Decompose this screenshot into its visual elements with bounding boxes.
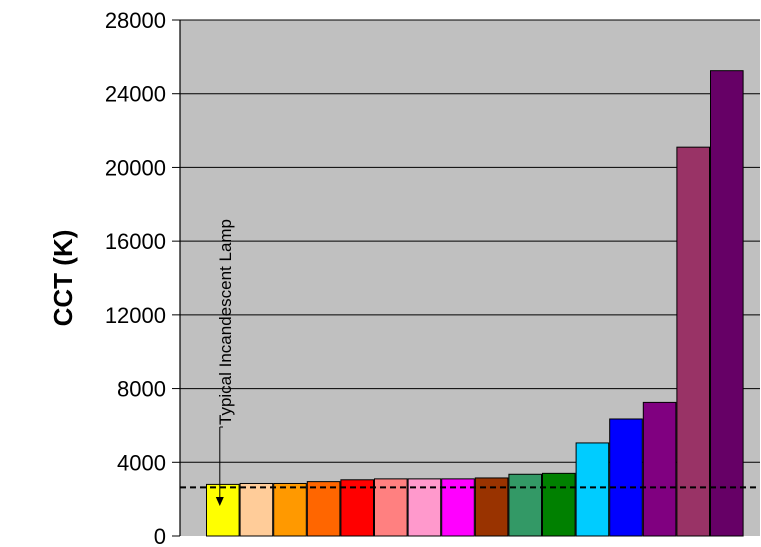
bar-10 bbox=[508, 473, 542, 537]
y-tick-label: 8000 bbox=[117, 377, 166, 402]
y-tick-label: 0 bbox=[154, 524, 166, 547]
bar-3 bbox=[273, 482, 307, 537]
bar-4 bbox=[306, 481, 341, 537]
annotation: Typical Incandescent Lamp bbox=[215, 219, 235, 506]
bar-11 bbox=[542, 472, 576, 537]
y-tick-label: 4000 bbox=[117, 450, 166, 475]
y-tick-label: 20000 bbox=[105, 155, 166, 180]
bar-12 bbox=[575, 442, 610, 537]
annotation-arrowhead bbox=[215, 497, 224, 506]
y-tick-label: 16000 bbox=[105, 229, 166, 254]
bars bbox=[206, 70, 744, 537]
bar-14 bbox=[642, 401, 677, 537]
y-tick-label: 24000 bbox=[105, 82, 166, 107]
bar-8 bbox=[441, 478, 475, 537]
bar-15 bbox=[676, 146, 711, 537]
bar-13 bbox=[609, 418, 643, 537]
y-axis-ticks: 0 4000 8000 12000 16000 20000 24000 28000 bbox=[105, 8, 180, 547]
bar-1 bbox=[206, 483, 240, 537]
gridlines bbox=[180, 19, 760, 463]
bar-2 bbox=[239, 482, 274, 537]
y-axis-label: CCT (K) bbox=[48, 230, 78, 327]
bar-16 bbox=[710, 70, 744, 537]
bar-5 bbox=[340, 479, 374, 537]
y-tick-label: 28000 bbox=[105, 8, 166, 33]
annotation-text: Typical Incandescent Lamp bbox=[216, 219, 235, 425]
y-tick-label: 12000 bbox=[105, 303, 166, 328]
